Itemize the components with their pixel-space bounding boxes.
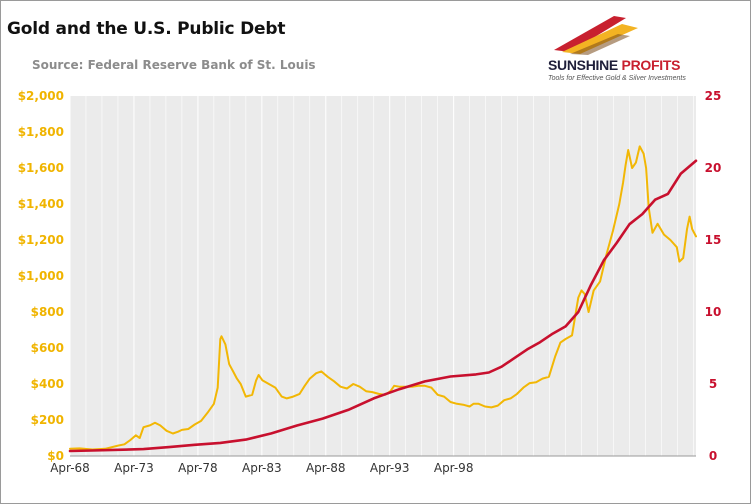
x-tick-label: Apr-78 (178, 461, 218, 475)
left-tick-label: $600 (31, 341, 64, 355)
logo-name-part1: SUNSHINE (548, 57, 618, 73)
right-axis-ticks: 0 5 10 15 20 25 (705, 89, 722, 463)
x-tick-label: Apr-68 (50, 461, 90, 475)
left-tick-label: $2,000 (18, 89, 64, 103)
right-tick-label: 15 (705, 233, 722, 247)
right-tick-label: 10 (705, 305, 722, 319)
logo-wordmark: SUNSHINE PROFITS (548, 57, 693, 73)
logo-swoosh-red (554, 16, 626, 52)
right-tick-label: 5 (709, 377, 717, 391)
gold-series (69, 145, 697, 451)
logo-name-part2: PROFITS (621, 57, 681, 73)
left-axis-ticks: $0 $200 $400 $600 $800 $1,000 $1,200 $1,400 $1,6… (18, 89, 64, 463)
left-tick-label: $0 (47, 449, 64, 463)
chart-subtitle: Source: Federal Reserve Bank of St. Loui… (32, 58, 316, 72)
logo-swoosh-dark (570, 34, 630, 55)
left-tick-label: $1,800 (18, 125, 64, 139)
x-tick-label: Apr-98 (434, 461, 474, 475)
right-tick-label: 25 (705, 89, 722, 103)
left-tick-label: $400 (31, 377, 64, 391)
left-tick-label: $1,600 (18, 161, 64, 175)
x-tick-label: Apr-83 (242, 461, 282, 475)
gold-price-line (69, 145, 697, 451)
left-tick-label: $800 (31, 305, 64, 319)
sunshine-profits-logo (554, 16, 638, 55)
left-tick-label: $1,200 (18, 233, 64, 247)
right-tick-label: 20 (705, 161, 722, 175)
left-tick-label: $1,000 (18, 269, 64, 283)
x-tick-label: Apr-93 (370, 461, 410, 475)
left-tick-label: $200 (31, 413, 64, 427)
logo-tagline: Tools for Effective Gold & Silver Invest… (548, 75, 686, 82)
public-debt-line (68, 159, 698, 453)
debt-series (68, 159, 698, 453)
x-tick-label: Apr-88 (306, 461, 346, 475)
right-tick-label: 0 (709, 449, 717, 463)
chart-title: Gold and the U.S. Public Debt (7, 19, 286, 39)
gridlines (69, 96, 696, 457)
x-axis-ticks: Apr-68 Apr-73 Apr-78 Apr-83 Apr-88 Apr-93 Apr-… (50, 461, 474, 475)
logo-swoosh-gold (562, 24, 638, 54)
x-tick-label: Apr-73 (114, 461, 154, 475)
left-tick-label: $1,400 (18, 197, 64, 211)
